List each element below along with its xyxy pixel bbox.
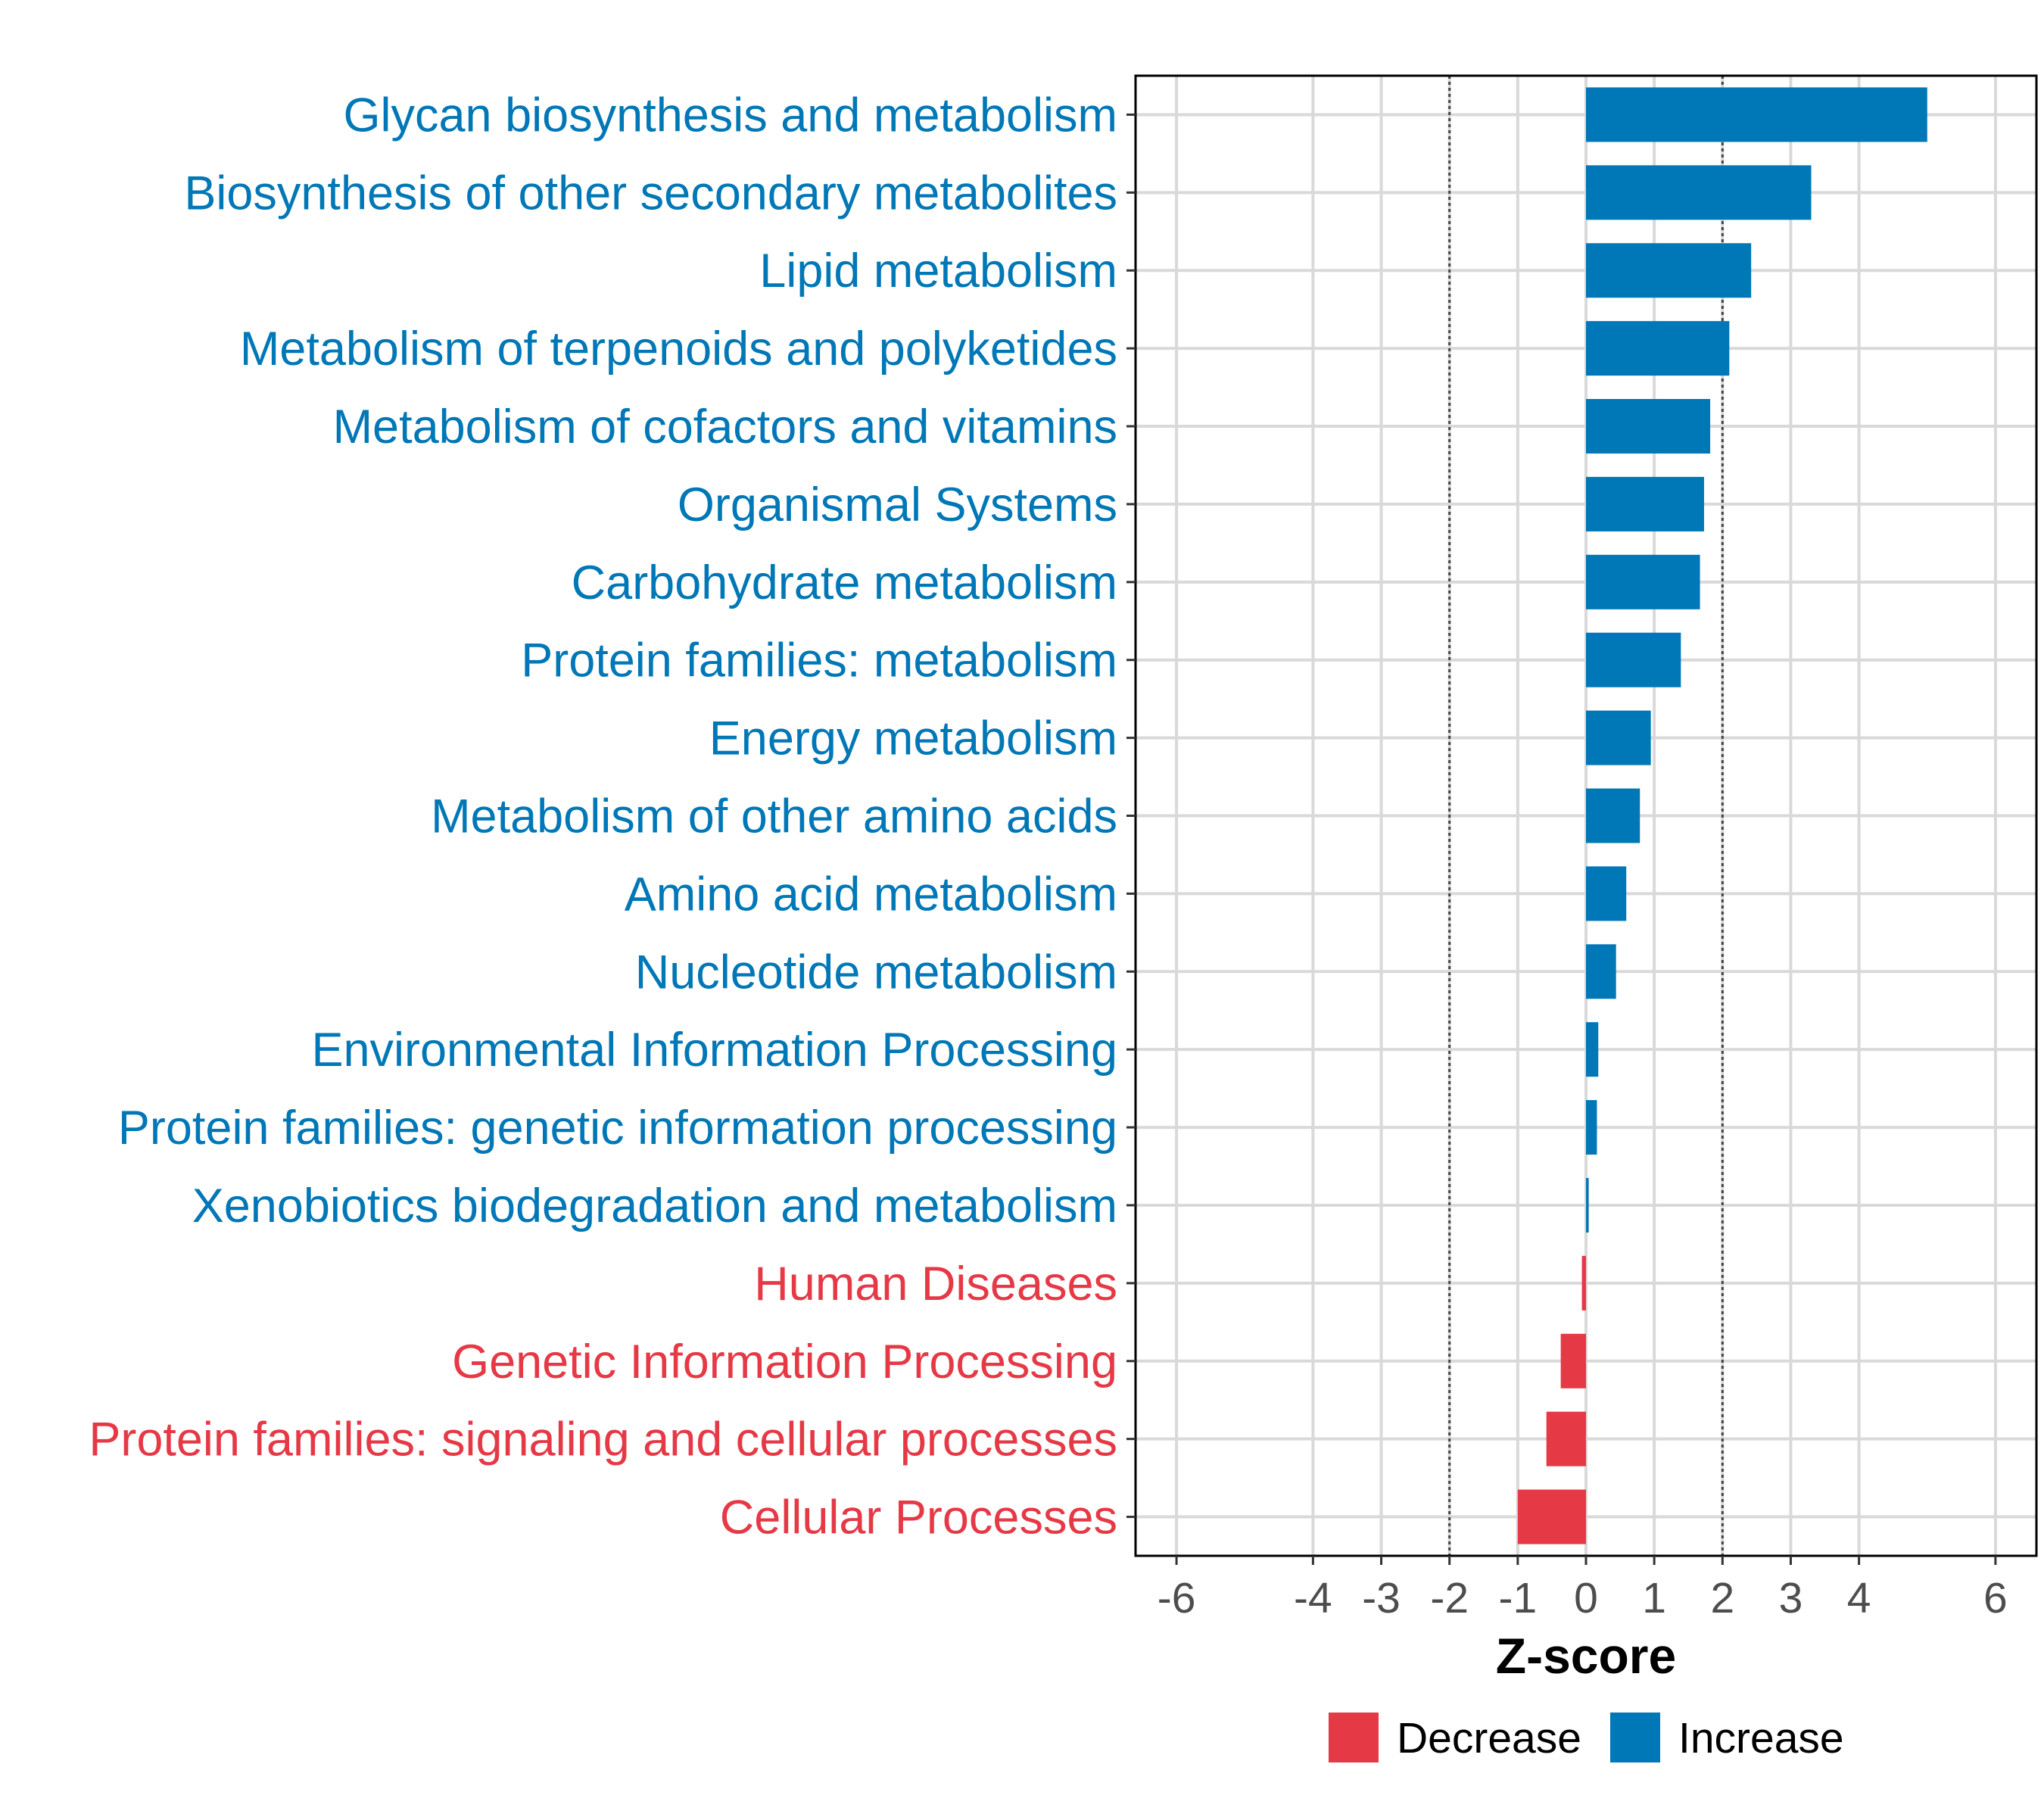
category-label: Human Diseases — [754, 1258, 1117, 1311]
x-tick-labels: -6 -4 -3 -2 -1 0 1 2 3 4 6 — [1158, 1574, 2008, 1622]
category-label: Xenobiotics biodegradation and metabolis… — [192, 1180, 1117, 1233]
x-tick-label: -6 — [1158, 1574, 1196, 1622]
x-tick-label: 0 — [1574, 1574, 1598, 1622]
category-label: Metabolism of other amino acids — [431, 790, 1117, 843]
category-label: Amino acid metabolism — [625, 868, 1117, 921]
bar — [1586, 1177, 1589, 1233]
legend-swatch — [1610, 1713, 1660, 1762]
category-label: Environmental Information Processing — [311, 1024, 1117, 1077]
category-label: Metabolism of cofactors and vitamins — [333, 400, 1117, 453]
category-label: Genetic Information Processing — [452, 1335, 1117, 1388]
bar — [1586, 87, 1927, 142]
bar — [1586, 476, 1704, 531]
x-tick-label: 6 — [1983, 1574, 2008, 1622]
x-tick-label: -1 — [1499, 1574, 1538, 1622]
bar — [1586, 243, 1752, 298]
category-label: Glycan biosynthesis and metabolism — [344, 89, 1118, 142]
category-labels: Glycan biosynthesis and metabolism Biosyn… — [89, 89, 1117, 1544]
y-axis-ticks — [1126, 113, 1136, 1519]
category-label: Biosynthesis of other secondary metaboli… — [184, 167, 1117, 220]
x-tick-label: 4 — [1847, 1574, 1871, 1622]
category-label: Nucleotide metabolism — [635, 946, 1117, 999]
bar — [1586, 866, 1627, 921]
x-axis-ticks — [1175, 1556, 1997, 1565]
bar — [1586, 399, 1711, 454]
x-tick-label: 3 — [1779, 1574, 1803, 1622]
x-tick-label: 2 — [1710, 1574, 1734, 1622]
category-label: Metabolism of terpenoids and polyketides — [240, 323, 1117, 376]
bars — [1517, 87, 1927, 1544]
bar — [1517, 1489, 1586, 1544]
legend-label: Decrease — [1397, 1714, 1581, 1762]
bar — [1581, 1255, 1586, 1311]
category-label: Protein families: signaling and cellular… — [89, 1413, 1117, 1466]
legend: Decrease Increase — [1329, 1713, 1844, 1762]
bar — [1586, 1022, 1599, 1077]
category-label: Cellular Processes — [720, 1491, 1117, 1544]
bar — [1586, 554, 1700, 609]
x-tick-label: -3 — [1362, 1574, 1401, 1622]
legend-swatch — [1329, 1713, 1379, 1762]
bar — [1586, 632, 1681, 687]
category-label: Organismal Systems — [678, 478, 1117, 531]
x-tick-label: -4 — [1294, 1574, 1332, 1622]
bar — [1586, 944, 1616, 999]
category-label: Carbohydrate metabolism — [572, 556, 1117, 609]
x-axis-title: Z-score — [1496, 1628, 1676, 1684]
bar — [1586, 710, 1651, 765]
category-label: Protein families: metabolism — [521, 634, 1117, 687]
category-label: Protein families: genetic information pr… — [118, 1102, 1117, 1155]
bar — [1586, 321, 1730, 376]
category-label: Energy metabolism — [709, 712, 1117, 765]
bar — [1560, 1333, 1586, 1388]
category-label: Lipid metabolism — [759, 245, 1117, 298]
bar — [1546, 1411, 1586, 1466]
bar — [1586, 165, 1812, 220]
x-tick-label: -2 — [1430, 1574, 1469, 1622]
bar — [1586, 1100, 1597, 1155]
x-tick-label: 1 — [1642, 1574, 1666, 1622]
legend-label: Increase — [1678, 1714, 1844, 1762]
bar — [1586, 788, 1640, 843]
reference-lines — [1448, 76, 1724, 1556]
